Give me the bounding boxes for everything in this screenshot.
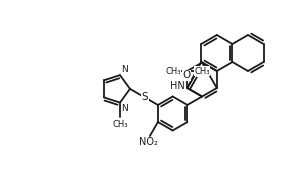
Text: S: S xyxy=(141,92,148,102)
Text: HN: HN xyxy=(170,81,184,91)
Text: NO₂: NO₂ xyxy=(139,137,158,147)
Text: O: O xyxy=(182,70,191,80)
Text: CH₃: CH₃ xyxy=(112,120,128,129)
Text: CH₃: CH₃ xyxy=(194,67,209,76)
Text: N: N xyxy=(121,65,128,74)
Text: N: N xyxy=(121,104,128,113)
Text: CH₃: CH₃ xyxy=(165,67,181,76)
